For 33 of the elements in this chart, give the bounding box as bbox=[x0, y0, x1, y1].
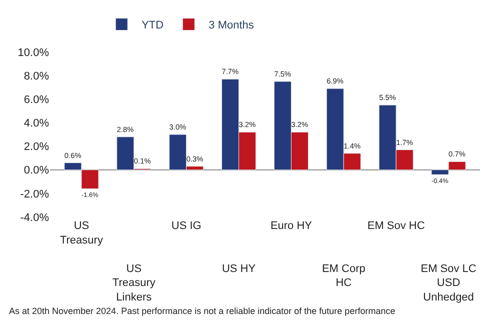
legend-label: YTD bbox=[142, 20, 164, 32]
data-label: 0.7% bbox=[448, 150, 466, 159]
x-tick-label: US Treasury bbox=[60, 220, 104, 246]
y-tick-label: -2.0% bbox=[20, 188, 50, 200]
data-label: 0.1% bbox=[134, 156, 152, 166]
x-tick-label: US Treasury Linkers bbox=[112, 262, 156, 304]
data-label: 7.5% bbox=[274, 69, 292, 78]
data-label: 0.3% bbox=[186, 154, 204, 164]
y-tick-label: 8.0% bbox=[24, 70, 50, 82]
data-label: 3.2% bbox=[291, 120, 309, 130]
data-label: 5.5% bbox=[379, 93, 396, 102]
text: As at 20th November 2024. Past performance is not a reliable indicator of the future performance bbox=[9, 306, 396, 316]
y-tick-label: 6.0% bbox=[24, 94, 50, 106]
data-label: 6.9% bbox=[326, 76, 344, 86]
x-tick-label: EM Sov LC USD Unhedged bbox=[420, 262, 476, 304]
data-label: 3.0% bbox=[169, 122, 187, 132]
data-label: 3.2% bbox=[238, 120, 256, 130]
x-tick-label: US HY bbox=[222, 262, 256, 275]
data-label: 1.7% bbox=[396, 138, 414, 147]
data-label: 1.4% bbox=[344, 141, 361, 150]
data-label: 0.6% bbox=[64, 150, 82, 160]
x-tick-label: Euro HY bbox=[270, 220, 313, 232]
legend-label: 3 Months bbox=[208, 20, 254, 32]
y-tick-label: 10.0% bbox=[18, 46, 50, 59]
y-tick-label: -4.0% bbox=[20, 212, 50, 224]
data-label: 2.8% bbox=[116, 124, 134, 134]
y-tick-label: 0.0% bbox=[24, 164, 50, 177]
y-tick-label: 4.0% bbox=[24, 118, 50, 130]
x-tick-label: US IG bbox=[171, 220, 202, 232]
data-label: 7.7% bbox=[222, 67, 240, 76]
x-tick-label: EM Sov HC bbox=[367, 220, 425, 232]
x-tick-label: EM Corp HC bbox=[322, 262, 366, 290]
y-tick-label: 2.0% bbox=[24, 141, 50, 154]
